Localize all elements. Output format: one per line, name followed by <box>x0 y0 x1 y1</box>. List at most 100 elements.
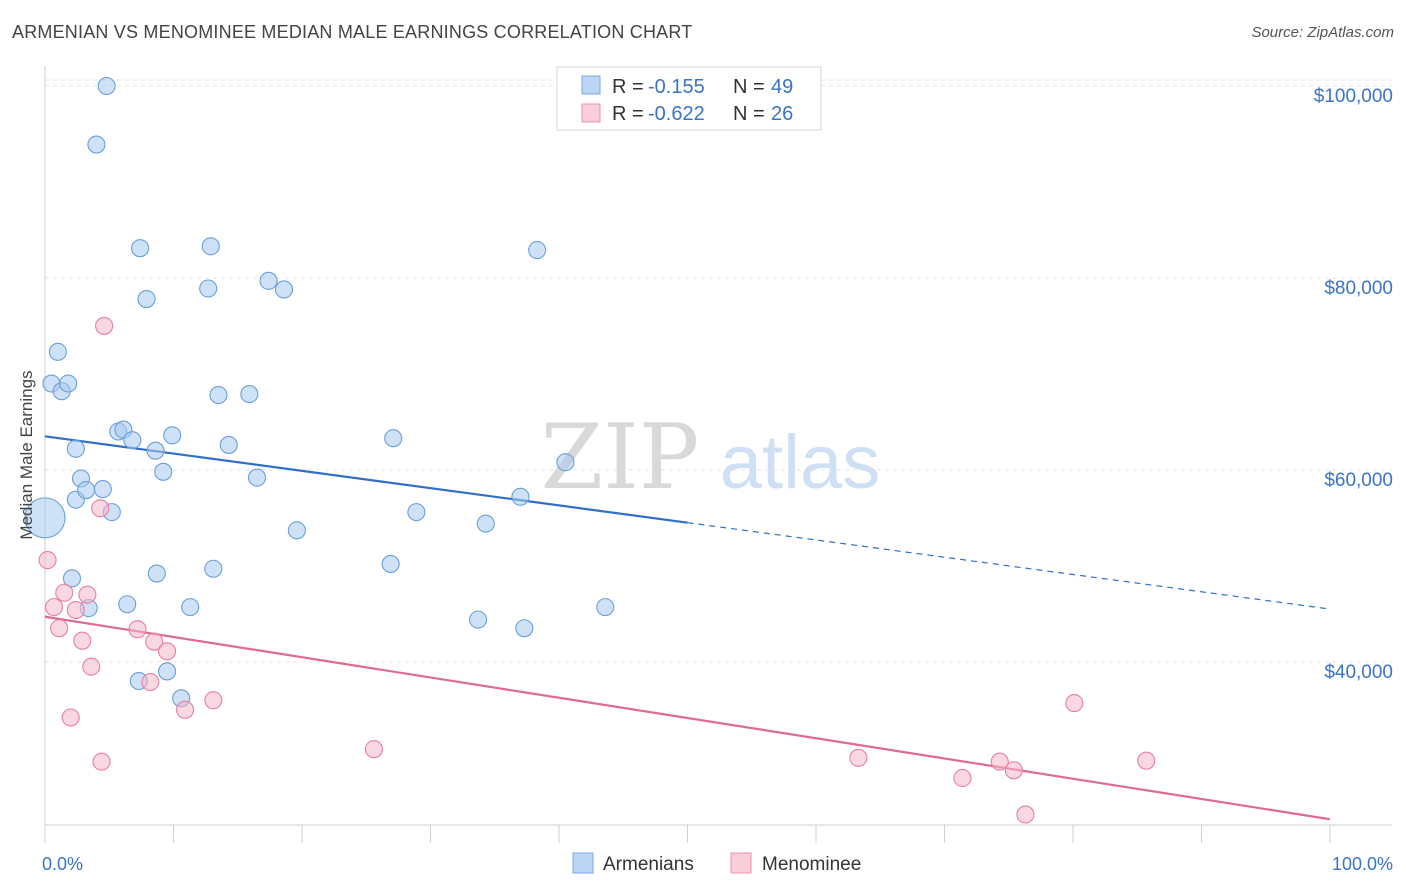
legend-n-label-1: N = <box>733 76 765 98</box>
point-armenians-13 <box>97 76 116 96</box>
bottom-legend: Armenians Menominee <box>572 852 861 875</box>
point-armenians-42 <box>468 610 488 629</box>
legend-n-value-1: 49 <box>771 76 793 98</box>
point-menominee-11 <box>95 316 114 335</box>
chart-title: ARMENIAN VS MENOMINEE MEDIAN MALE EARNIN… <box>12 22 693 42</box>
point-menominee-24 <box>1065 694 1084 713</box>
y-tick-label-2: $80,000 <box>1324 278 1393 299</box>
point-menominee-0 <box>38 551 57 570</box>
point-armenians-18 <box>123 431 142 450</box>
point-menominee-17 <box>204 691 223 710</box>
point-armenians-29 <box>199 279 218 298</box>
point-armenians-47 <box>556 453 575 472</box>
point-menominee-3 <box>55 583 74 602</box>
point-armenians-17 <box>118 595 137 614</box>
point-armenians-37 <box>274 280 294 299</box>
point-armenians-39 <box>381 554 400 573</box>
y-tick-label-3: $100,000 <box>1314 86 1393 107</box>
point-menominee-21 <box>990 752 1009 771</box>
point-armenians-2 <box>48 342 67 361</box>
axes <box>44 66 1392 843</box>
y-tick-label-0: $40,000 <box>1324 662 1393 683</box>
grid-lines <box>45 79 1392 663</box>
point-menominee-7 <box>78 585 97 604</box>
legend-swatch-armenians <box>581 75 601 95</box>
legend-r-value-1: -0.155 <box>648 76 705 98</box>
point-armenians-44 <box>511 487 530 506</box>
point-menominee-2 <box>50 619 69 638</box>
point-armenians-38 <box>287 521 306 540</box>
point-armenians-12 <box>87 135 106 154</box>
point-menominee-14 <box>145 632 164 651</box>
point-armenians-40 <box>384 429 403 448</box>
watermark-atlas: atlas <box>720 420 881 505</box>
point-armenians-35 <box>247 468 267 487</box>
point-armenians-43 <box>476 514 495 533</box>
point-menominee-6 <box>73 631 92 650</box>
point-armenians-20 <box>131 239 150 258</box>
point-armenians-48 <box>596 598 615 617</box>
bottom-legend-swatch-menominee <box>730 852 752 874</box>
point-menominee-1 <box>44 598 64 617</box>
point-armenians-25 <box>158 662 177 681</box>
point-menominee-5 <box>66 600 85 620</box>
point-menominee-13 <box>141 672 160 692</box>
x-tick-label-1: 100.0% <box>1332 854 1393 874</box>
point-armenians-45 <box>515 619 534 638</box>
data-points <box>24 76 1156 824</box>
bottom-legend-menominee: Menominee <box>762 854 861 875</box>
point-armenians-41 <box>407 503 426 522</box>
point-menominee-20 <box>953 768 972 788</box>
point-menominee-16 <box>176 700 195 719</box>
source-label: Source: ZipAtlas.com <box>1251 24 1394 41</box>
point-menominee-9 <box>91 499 110 518</box>
trend-line-menominee <box>44 615 1331 821</box>
point-armenians-28 <box>181 598 200 617</box>
point-armenians-0 <box>24 497 66 539</box>
legend: R = -0.155 N = 49 R = -0.622 N = 26 <box>556 66 822 131</box>
point-armenians-34 <box>240 385 259 404</box>
point-menominee-4 <box>61 708 80 727</box>
y-tick-label-1: $60,000 <box>1324 470 1393 491</box>
legend-r-label-2: R = <box>612 103 644 125</box>
bottom-legend-armenians: Armenians <box>603 854 694 875</box>
point-menominee-25 <box>1137 751 1156 770</box>
point-armenians-33 <box>219 435 238 454</box>
point-armenians-26 <box>163 426 182 445</box>
point-armenians-4 <box>59 374 78 393</box>
legend-r-value-2: -0.622 <box>648 103 705 125</box>
legend-r-label-1: R = <box>612 76 644 98</box>
point-menominee-12 <box>128 620 147 639</box>
point-armenians-32 <box>209 385 228 405</box>
x-tick-labels: 0.0% 100.0% <box>42 854 1393 874</box>
point-armenians-22 <box>146 441 165 460</box>
point-armenians-46 <box>528 241 547 260</box>
point-armenians-36 <box>259 271 278 290</box>
point-armenians-30 <box>201 237 220 256</box>
point-armenians-23 <box>147 564 166 583</box>
legend-n-label-2: N = <box>733 103 765 125</box>
watermark: ZIP atlas <box>541 405 881 510</box>
y-axis-label: Median Male Earnings <box>17 370 36 539</box>
point-menominee-22 <box>1004 761 1023 780</box>
point-armenians-6 <box>66 439 85 458</box>
legend-swatch-menominee <box>581 103 601 123</box>
point-menominee-8 <box>82 657 101 676</box>
point-menominee-18 <box>364 740 384 759</box>
point-armenians-21 <box>137 290 156 309</box>
point-menominee-15 <box>158 642 177 661</box>
trend-line-extension-armenians <box>687 522 1331 610</box>
point-menominee-19 <box>849 748 868 767</box>
point-menominee-10 <box>92 752 111 771</box>
y-tick-labels: $40,000 $60,000 $80,000 $100,000 <box>1314 86 1393 683</box>
point-armenians-11 <box>93 480 112 499</box>
point-armenians-24 <box>154 462 173 481</box>
legend-n-value-2: 26 <box>771 103 793 125</box>
point-armenians-5 <box>62 569 82 588</box>
point-armenians-31 <box>204 559 223 578</box>
x-tick-label-0: 0.0% <box>42 854 83 874</box>
point-armenians-9 <box>77 480 96 500</box>
bottom-legend-swatch-armenians <box>572 852 594 874</box>
point-menominee-23 <box>1016 805 1035 824</box>
